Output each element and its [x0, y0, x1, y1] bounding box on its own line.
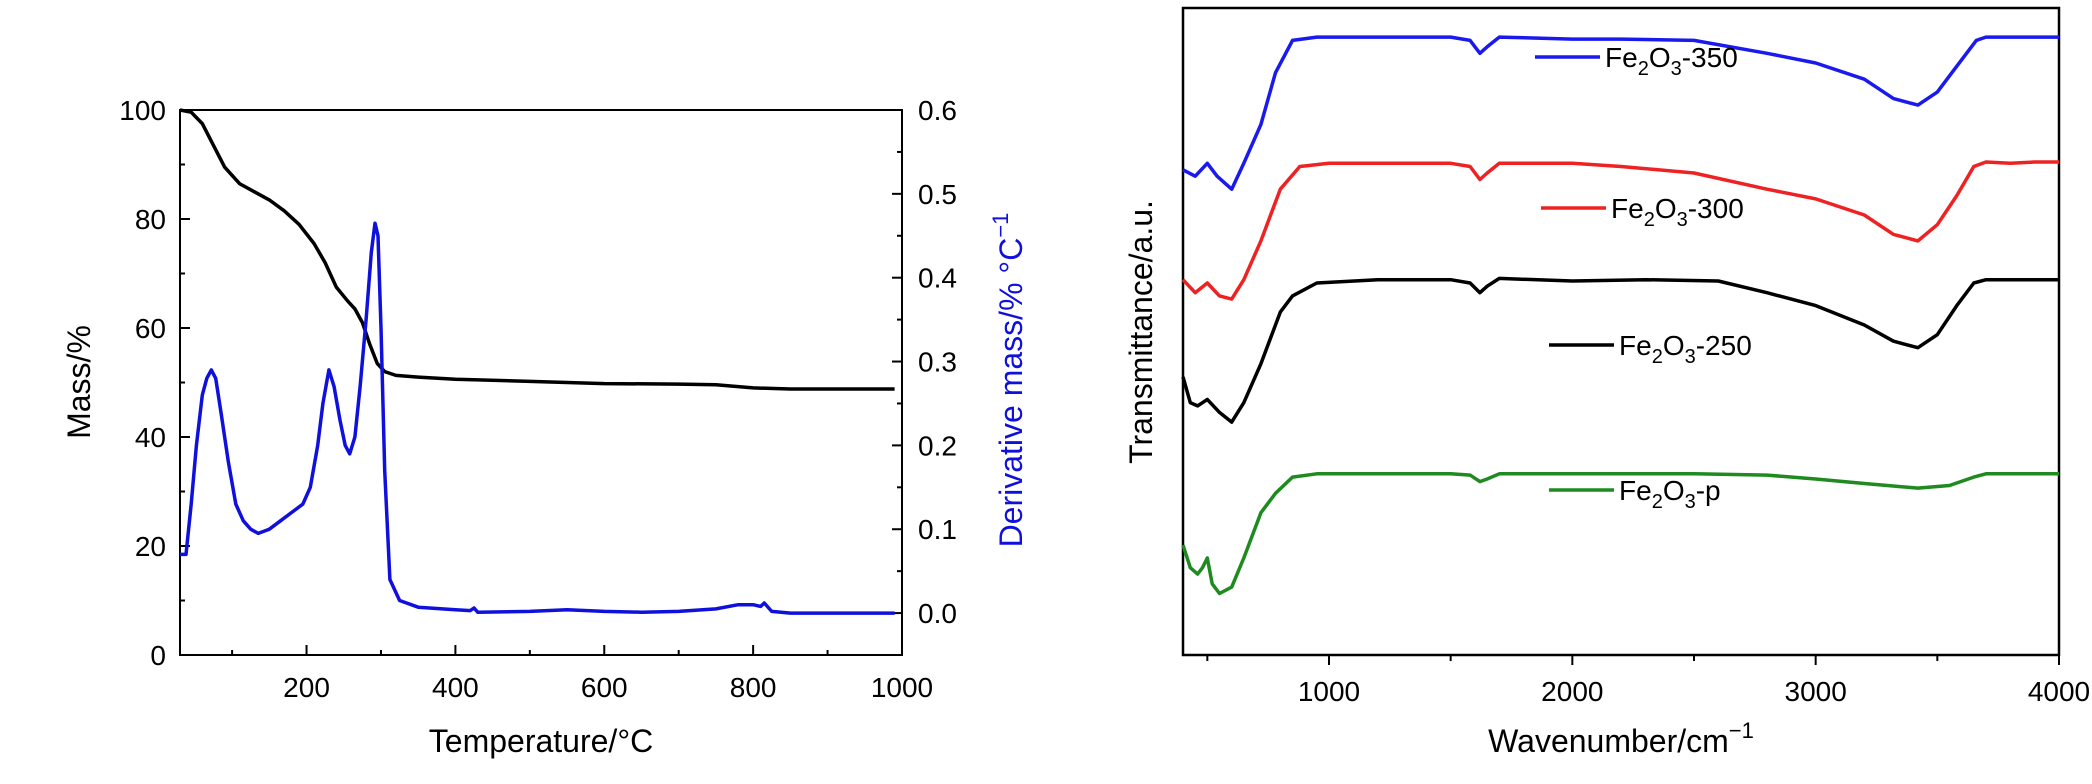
tga-y-tick-label: 0 — [150, 640, 166, 671]
tga-chart: 200 400 600 800 1000 0 20 40 60 80 100 0.0 0.1 0.2 0.3… — [61, 95, 1029, 759]
ftir-legend-label-part: 2 — [1652, 491, 1663, 513]
tga-x-axis-title: Temperature/°C — [429, 723, 653, 759]
ftir-x-axis-title: Wavenumber/cm−1 — [1488, 718, 1754, 759]
ftir-legend-label-part: Fe — [1619, 475, 1652, 506]
ftir-legend-label-part: Fe — [1605, 42, 1638, 73]
ftir-series-line — [1182, 35, 2059, 191]
ftir-x-axis-title-main: Wavenumber/cm — [1488, 723, 1729, 759]
ftir-x-tick-label: 3000 — [1785, 676, 1847, 707]
tga-y2-tick-label: 0.1 — [918, 514, 957, 545]
ftir-legend-label-part: -250 — [1696, 330, 1752, 361]
ftir-x-tick-label: 1000 — [1298, 676, 1360, 707]
tga-y2-tick-label: 0.6 — [918, 95, 957, 126]
ftir-legend-label-part: 3 — [1677, 209, 1688, 231]
ftir-legend-label: Fe2O3-p — [1619, 475, 1721, 513]
ftir-legend-label-part: -350 — [1682, 42, 1738, 73]
tga-y-tick-label: 60 — [135, 313, 166, 344]
ftir-legend-label-part: -300 — [1688, 193, 1744, 224]
tga-derivative-line — [180, 221, 895, 615]
tga-y-tick-label: 40 — [135, 422, 166, 453]
ftir-legend-label-part: 3 — [1671, 58, 1682, 80]
ftir-chart: 1000 2000 3000 4000 Fe2O3-350Fe2O3-300Fe2O3… — [1123, 6, 2090, 759]
ftir-plot-frame — [1181, 6, 2061, 657]
ftir-ticks: 1000 2000 3000 4000 — [1206, 655, 2090, 707]
ftir-x-axis-title-sup: −1 — [1729, 718, 1754, 743]
ftir-legend-label: Fe2O3-250 — [1619, 330, 1752, 368]
tga-x-tick-label: 200 — [283, 672, 330, 703]
tga-y-tick-label: 20 — [135, 531, 166, 562]
ftir-series-line — [1181, 472, 2059, 596]
ftir-legend-label-part: 2 — [1638, 58, 1649, 80]
ftir-legend-label: Fe2O3-300 — [1611, 193, 1744, 231]
tga-series — [179, 108, 895, 615]
tga-x-tick-label: 600 — [581, 672, 628, 703]
ftir-legend-label-part: Fe — [1619, 330, 1652, 361]
tga-mass-line — [179, 108, 895, 391]
tga-y2-tick-label: 0.5 — [918, 179, 957, 210]
ftir-series — [1181, 35, 2059, 596]
tga-y2-axis-title-main: Derivative mass/% °C — [993, 238, 1029, 548]
tga-y2-tick-label: 0.4 — [918, 263, 957, 294]
tga-y2-tick-label: 0.0 — [918, 598, 957, 629]
tga-x-tick-label: 400 — [432, 672, 479, 703]
ftir-x-tick-label: 4000 — [2028, 676, 2090, 707]
tga-y-tick-label: 80 — [135, 204, 166, 235]
tga-y2-axis-title: Derivative mass/% °C−1 — [988, 213, 1029, 548]
tga-x-tick-label: 800 — [730, 672, 777, 703]
ftir-legend-label: Fe2O3-350 — [1605, 42, 1738, 80]
ftir-series-line — [1181, 276, 2059, 424]
tga-ticks: 200 400 600 800 1000 0 20 40 60 80 100 0.0 0.1 0.2 0.3… — [119, 95, 957, 703]
tga-y-tick-label: 100 — [119, 95, 166, 126]
tga-y2-tick-label: 0.2 — [918, 430, 957, 461]
ftir-legend-label-part: O — [1655, 193, 1677, 224]
ftir-legend-label-part: Fe — [1611, 193, 1644, 224]
ftir-legend-label-part: 2 — [1652, 346, 1663, 368]
ftir-series-line — [1181, 160, 2059, 301]
ftir-legend-label-part: O — [1663, 330, 1685, 361]
ftir-x-tick-label: 2000 — [1541, 676, 1603, 707]
tga-y2-tick-label: 0.3 — [918, 347, 957, 378]
ftir-legend-label-part: 3 — [1685, 491, 1696, 513]
ftir-legend-label-part: 2 — [1644, 209, 1655, 231]
ftir-y-axis-title: Transmittance/a.u. — [1123, 200, 1159, 464]
tga-y2-axis-title-sup: −1 — [988, 213, 1013, 238]
ftir-legend-label-part: -p — [1696, 475, 1721, 506]
tga-x-tick-label: 1000 — [871, 672, 933, 703]
ftir-legend-label-part: O — [1649, 42, 1671, 73]
ftir-legend-label-part: 3 — [1685, 346, 1696, 368]
tga-y-axis-title: Mass/% — [61, 325, 97, 439]
ftir-legend-label-part: O — [1663, 475, 1685, 506]
